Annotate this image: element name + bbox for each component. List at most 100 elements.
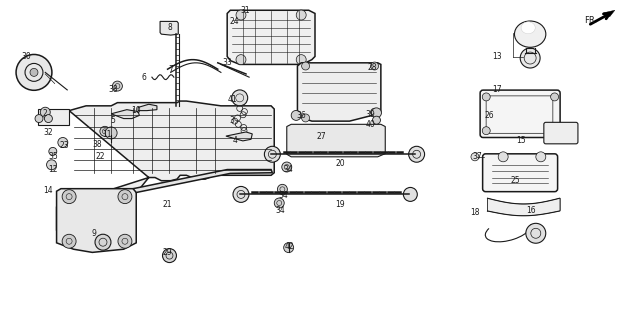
Text: 11: 11 (102, 130, 112, 139)
Circle shape (551, 127, 559, 135)
Circle shape (526, 223, 546, 243)
Bar (38, 109, 69, 125)
Text: 42: 42 (285, 242, 295, 251)
Circle shape (277, 184, 287, 194)
Circle shape (35, 115, 43, 123)
Polygon shape (160, 21, 178, 35)
Polygon shape (57, 101, 274, 233)
Text: 34: 34 (278, 190, 289, 200)
Circle shape (47, 160, 57, 170)
Text: 4: 4 (232, 136, 237, 145)
Text: 18: 18 (470, 208, 479, 217)
Circle shape (282, 162, 292, 172)
Circle shape (372, 116, 381, 124)
Text: 9: 9 (92, 229, 96, 238)
Text: 3: 3 (230, 116, 234, 125)
Circle shape (372, 108, 381, 118)
FancyBboxPatch shape (483, 154, 558, 192)
Circle shape (296, 10, 306, 20)
Circle shape (274, 198, 284, 208)
Polygon shape (133, 170, 272, 193)
Circle shape (232, 90, 248, 106)
Text: 25: 25 (511, 176, 520, 185)
Text: 21: 21 (163, 200, 173, 209)
Text: 13: 13 (492, 52, 501, 61)
Text: FR.: FR. (584, 16, 597, 25)
FancyBboxPatch shape (544, 122, 578, 144)
Circle shape (100, 126, 110, 136)
Circle shape (551, 93, 559, 101)
Circle shape (482, 127, 490, 135)
Ellipse shape (515, 21, 546, 47)
Polygon shape (111, 110, 139, 119)
Text: 6: 6 (142, 73, 147, 82)
Polygon shape (138, 104, 157, 111)
Circle shape (370, 62, 379, 70)
Circle shape (482, 93, 490, 101)
Circle shape (30, 68, 38, 76)
Circle shape (236, 55, 246, 65)
Circle shape (265, 146, 280, 162)
Text: 16: 16 (527, 206, 536, 215)
Circle shape (62, 234, 76, 248)
Text: 27: 27 (316, 132, 326, 140)
Circle shape (118, 190, 132, 204)
Text: 30: 30 (21, 52, 32, 61)
Circle shape (302, 114, 309, 122)
Circle shape (40, 107, 50, 117)
Text: 15: 15 (516, 136, 525, 145)
Polygon shape (226, 132, 252, 141)
Text: 32: 32 (43, 128, 53, 137)
Text: 12: 12 (49, 165, 58, 174)
Text: 35: 35 (49, 152, 59, 161)
Circle shape (112, 81, 122, 91)
Text: 5: 5 (111, 116, 115, 125)
Circle shape (95, 234, 111, 250)
Circle shape (284, 243, 294, 252)
Circle shape (291, 110, 301, 120)
Polygon shape (604, 10, 615, 17)
Text: 39: 39 (365, 110, 375, 119)
Polygon shape (488, 198, 559, 216)
Text: 34: 34 (284, 165, 294, 174)
Text: 37: 37 (472, 152, 482, 161)
Circle shape (62, 190, 76, 204)
Circle shape (163, 249, 176, 262)
Polygon shape (57, 189, 136, 252)
Circle shape (409, 146, 425, 162)
Circle shape (58, 138, 68, 148)
Circle shape (233, 187, 249, 202)
Text: 20: 20 (335, 159, 345, 168)
Circle shape (118, 234, 132, 248)
Text: 19: 19 (335, 200, 345, 209)
Text: 31: 31 (240, 6, 249, 15)
Text: 38: 38 (93, 140, 102, 148)
Text: 33: 33 (222, 58, 232, 67)
Circle shape (105, 127, 117, 139)
Text: 24: 24 (230, 17, 239, 26)
Text: 2: 2 (43, 109, 48, 118)
Circle shape (49, 148, 57, 156)
Text: 7: 7 (168, 65, 173, 74)
Ellipse shape (521, 22, 536, 34)
Circle shape (536, 152, 546, 162)
Text: 29: 29 (163, 248, 173, 257)
Text: 23: 23 (59, 141, 69, 150)
Polygon shape (227, 10, 315, 64)
Text: 41: 41 (227, 95, 237, 104)
Polygon shape (287, 124, 386, 157)
Text: 10: 10 (132, 106, 141, 115)
Text: 36: 36 (296, 111, 306, 120)
Text: 26: 26 (484, 111, 494, 120)
Circle shape (45, 115, 52, 123)
Circle shape (302, 62, 309, 70)
Circle shape (498, 152, 508, 162)
Circle shape (520, 48, 540, 68)
Text: 17: 17 (492, 85, 501, 94)
Circle shape (296, 55, 306, 65)
Text: 38: 38 (108, 85, 118, 94)
Circle shape (403, 188, 417, 201)
Circle shape (236, 10, 246, 20)
Polygon shape (297, 63, 381, 121)
Circle shape (370, 108, 379, 116)
